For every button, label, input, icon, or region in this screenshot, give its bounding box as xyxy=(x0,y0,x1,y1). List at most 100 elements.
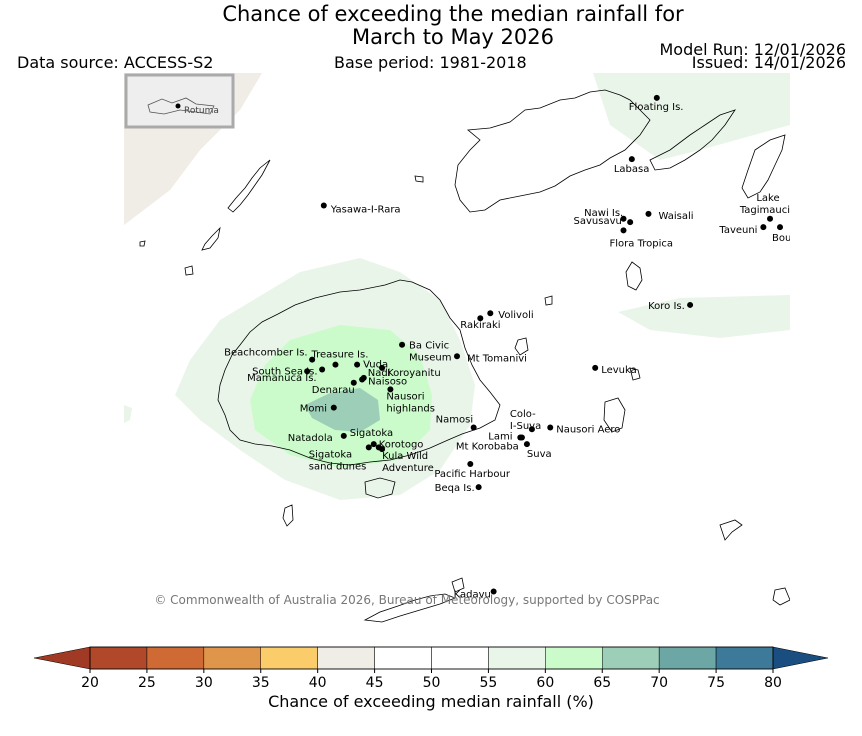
colorbar-box-50-55 xyxy=(431,646,489,670)
place-label-lake-tagimaucia: Lake Tagimaucia xyxy=(739,193,796,216)
place-label-namosi: Namosi xyxy=(436,415,473,426)
model-run-label: Model Run: 12/01/2026 xyxy=(659,40,847,59)
place-marker-treasure-is xyxy=(332,361,339,368)
colorbar-tick-label-50: 50 xyxy=(423,675,441,691)
colorbar-over-arrow xyxy=(772,646,829,670)
place-marker-colo-i-suva xyxy=(528,426,535,433)
place-label-koroyanitu: Koroyanitu xyxy=(387,368,441,379)
place-marker-nawi-is xyxy=(627,219,634,226)
place-label-kadavu: Kadavu xyxy=(454,590,491,601)
place-marker-suva xyxy=(523,441,530,448)
beqa-coast xyxy=(364,477,396,499)
place-label-pacific-harbour: Pacific Harbour xyxy=(434,469,511,480)
teal-region-namosi xyxy=(305,388,380,432)
place-label-colo-i-suva: Colo-I-Suva xyxy=(510,409,541,432)
place-label-savusavu: Savusavu xyxy=(574,216,622,227)
place-marker-floating-is xyxy=(653,94,660,101)
colorbar-tick-label-55: 55 xyxy=(480,675,498,691)
islet-4 xyxy=(544,295,553,306)
place-marker-sigatoka-sand-dunes xyxy=(365,444,372,451)
colorbar-box-60-65 xyxy=(545,646,603,670)
place-marker-koro-is xyxy=(687,301,694,308)
inset-label: Rotuma xyxy=(184,106,219,116)
place-label-waisali: Waisali xyxy=(658,211,693,222)
place-label-ba-civic-museum: Ba Civic Museum xyxy=(409,341,451,364)
place-marker-nausori-aero xyxy=(547,424,554,431)
place-label-korotogo: Korotogo xyxy=(379,439,424,450)
colorbar-tick-label-45: 45 xyxy=(366,675,384,691)
light-green-region-east xyxy=(618,295,790,338)
colorbar-box-35-40 xyxy=(260,646,318,670)
colorbar-box-40-45 xyxy=(317,646,375,670)
place-marker-denarau xyxy=(350,379,357,386)
rotuma-marker xyxy=(175,103,181,109)
place-label-flora-tropica: Flora Tropica xyxy=(610,238,673,249)
place-marker-momi xyxy=(330,404,337,411)
place-label-taveuni: Taveuni xyxy=(718,225,757,236)
place-marker-mt-tomanivi xyxy=(454,353,460,360)
place-label-beqa-is: Beqa Is. xyxy=(435,483,475,494)
place-marker-vuda xyxy=(354,361,361,368)
coastlines xyxy=(139,89,790,623)
place-label-lami: Lami xyxy=(488,431,512,442)
colorbar-boxes xyxy=(89,646,774,670)
colorbar-title: Chance of exceeding median rainfall (%) xyxy=(268,692,594,711)
ovalau-coast xyxy=(514,337,529,356)
place-marker-waisali xyxy=(645,210,652,217)
place-marker-kula-wild-adventure xyxy=(379,446,386,453)
light-green-region-north xyxy=(593,73,790,160)
viti-levu-coast xyxy=(217,279,501,466)
kadavu-coast xyxy=(363,593,457,623)
place-marker-kadavu xyxy=(490,588,497,595)
place-label-nausori-highlands: Nausori highlands xyxy=(386,391,435,414)
place-marker-beachcomber-is xyxy=(309,356,316,363)
data-source-label: Data source: ACCESS-S2 xyxy=(17,53,214,72)
place-label-nadi: Nadi xyxy=(368,368,391,379)
vanua-levu-east-coast xyxy=(649,109,736,171)
place-marker-bouma xyxy=(777,224,784,231)
colorbar-tick-label-40: 40 xyxy=(309,675,327,691)
place-marker-volivoli xyxy=(487,310,494,317)
place-label-treasure-is: Treasure Is. xyxy=(310,350,368,361)
place-label-mamanuca-is: Mamanuca Is. xyxy=(247,373,316,384)
colorbar-tick-label-70: 70 xyxy=(650,675,668,691)
colorbar-tick-label-65: 65 xyxy=(593,675,611,691)
colorbar-under-arrow xyxy=(33,646,91,670)
colorbar-ticks: 20 25 30 35 40 45 50 55 60 65 70 75 80 xyxy=(81,669,782,691)
islet-8 xyxy=(719,519,743,541)
islet-3 xyxy=(414,175,424,183)
map-frame: Rotuma Floating Is. Labasa Yasawa-I-Rara Na… xyxy=(124,73,796,623)
colorbar-box-65-70 xyxy=(602,646,660,670)
place-label-floating-is: Floating Is. xyxy=(629,102,684,113)
place-label-labasa: Labasa xyxy=(614,164,650,175)
base-period-label: Base period: 1981-2018 xyxy=(334,53,527,72)
place-marker-ba-civic-museum xyxy=(399,341,406,348)
islet-9 xyxy=(772,587,790,606)
place-marker-mamanuca-is xyxy=(304,368,311,375)
place-marker-lake-tagimaucia xyxy=(767,215,774,222)
place-label-naisoso: Naisoso xyxy=(368,376,407,387)
islet-2 xyxy=(139,240,146,247)
place-marker-mt-korobaba xyxy=(518,434,525,441)
issued-label: Issued: 14/01/2026 xyxy=(691,53,846,72)
place-marker-labasa xyxy=(628,156,635,163)
place-label-mt-tomanivi: Mt Tomanivi xyxy=(467,353,527,364)
yasawa-coast xyxy=(227,159,271,213)
place-label-natadola: Natadola xyxy=(288,433,333,444)
place-marker-savusavu xyxy=(620,215,627,222)
vanua-levu-coast xyxy=(454,89,651,213)
place-marker-rakiraki xyxy=(477,315,484,322)
colorbar-tick-label-75: 75 xyxy=(707,675,725,691)
place-marker-levuka xyxy=(592,364,599,371)
place-marker-natadola xyxy=(340,432,347,439)
place-label-suva: Suva xyxy=(527,449,552,460)
place-marker-namosi xyxy=(470,424,477,431)
place-label-momi: Momi xyxy=(300,404,327,415)
place-label-yasawa-i-rara: Yasawa-I-Rara xyxy=(330,205,401,216)
place-marker-south-sea-is xyxy=(319,366,326,373)
colorbar-box-30-35 xyxy=(203,646,261,670)
islet-6 xyxy=(603,397,626,433)
place-label-levuka: Levuka xyxy=(601,365,637,376)
